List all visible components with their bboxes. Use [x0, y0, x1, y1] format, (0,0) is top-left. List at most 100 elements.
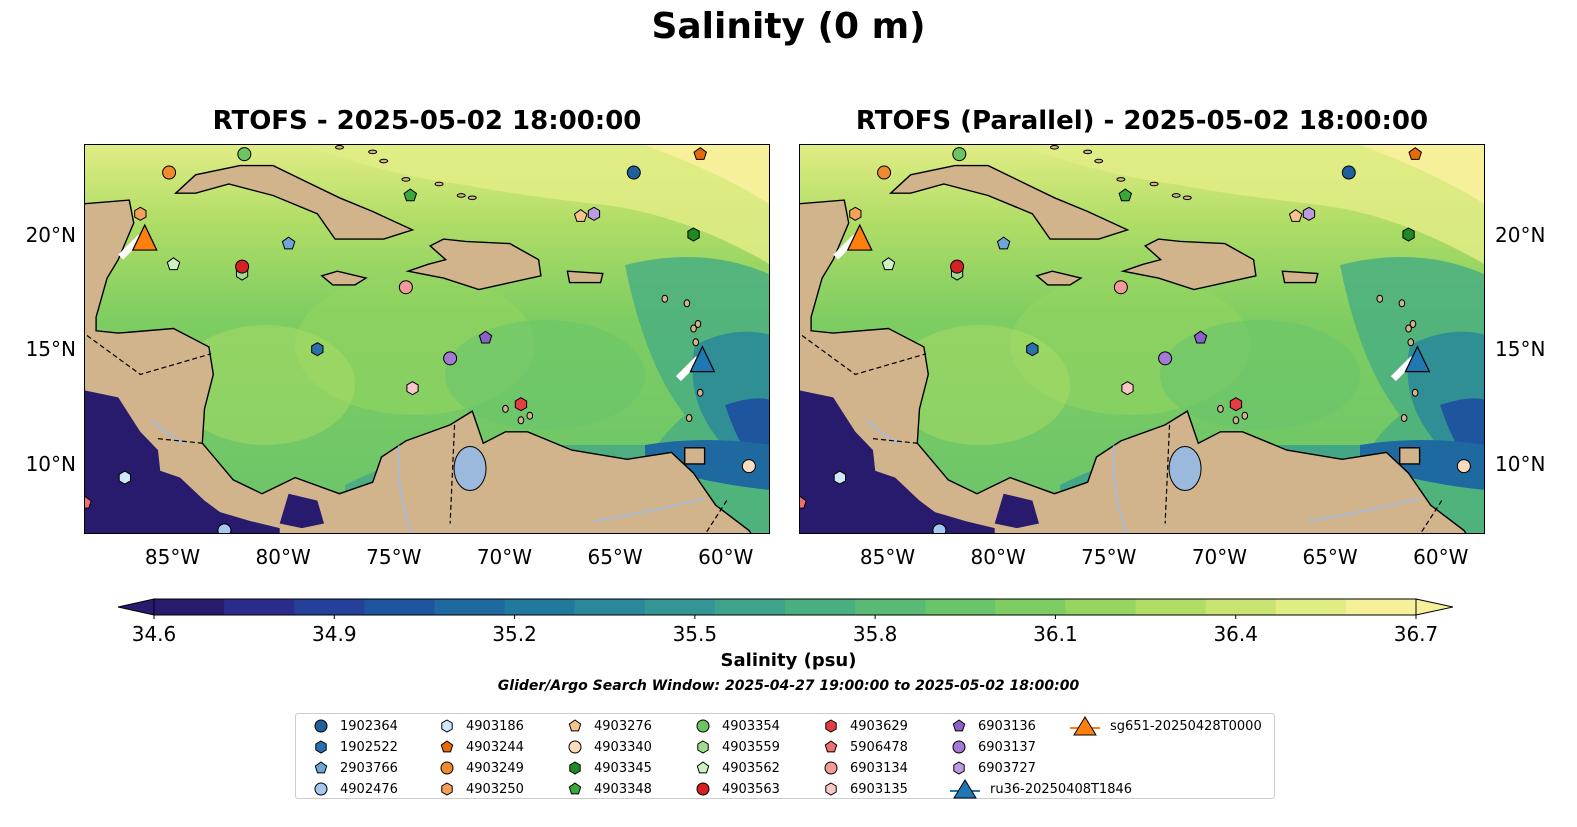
- legend-label: 6903137: [978, 739, 1036, 755]
- legend-label: 4903186: [466, 718, 524, 734]
- legend-entry: 1902364: [310, 716, 398, 736]
- colorbar-segment: [154, 599, 225, 615]
- legend-entry: 4903629: [820, 716, 908, 736]
- legend-entry: 4903345: [564, 758, 652, 778]
- argo-float-marker: [849, 206, 862, 221]
- legend-entry: 4903559: [692, 737, 780, 757]
- legend-label: 1902522: [340, 739, 398, 755]
- argo-float-marker: [514, 397, 528, 412]
- colorbar-segment: [644, 599, 716, 615]
- legend-entry: 4903562: [692, 758, 780, 778]
- salinity-field: [85, 145, 769, 533]
- y-tick-label: 10°N: [1495, 452, 1546, 477]
- argo-float-marker: [1193, 330, 1208, 344]
- legend-label: 4903348: [594, 781, 652, 797]
- legend-marker-icon: [697, 740, 709, 754]
- panel-title-rtofs: RTOFS - 2025-05-02 18:00:00: [212, 106, 642, 136]
- search-window-text: Glider/Argo Search Window: 2025-04-27 19…: [497, 678, 1080, 694]
- legend-entry: 6903137: [948, 737, 1036, 757]
- legend-entry: ru36-20250408T1846: [948, 779, 1132, 799]
- legend-marker-icon: [950, 779, 980, 799]
- colorbar-segment: [434, 599, 506, 615]
- colorbar-extend-high: [1415, 598, 1453, 616]
- glider-marker: [846, 223, 873, 251]
- colorbar-segment: [785, 599, 856, 615]
- colorbar-segment: [574, 599, 646, 615]
- legend-label: 4903345: [594, 760, 652, 776]
- argo-float-marker: [311, 342, 324, 357]
- argo-float-marker: [1302, 206, 1316, 221]
- legend-entry: 4903249: [436, 758, 524, 778]
- legend-label: 6903135: [850, 781, 908, 797]
- argo-float-marker: [162, 165, 177, 180]
- argo-float-marker: [398, 280, 413, 295]
- colorbar-segment: [714, 599, 786, 615]
- legend-entry: 6903727: [948, 758, 1036, 778]
- legend-marker-icon: [440, 761, 454, 775]
- legend-entry: 4903563: [692, 779, 780, 799]
- x-tick-label: 65°W: [587, 545, 643, 569]
- argo-float-marker: [1408, 147, 1422, 160]
- argo-float-marker: [950, 259, 965, 274]
- argo-float-marker: [881, 257, 896, 271]
- legend-label: 4903629: [850, 718, 908, 734]
- legend-marker-icon: [696, 719, 710, 733]
- x-tick-label: 85°W: [859, 545, 916, 569]
- legend-marker-icon: [441, 782, 453, 796]
- legend-marker-icon: [569, 761, 581, 775]
- colorbar-tick-label: 35.5: [672, 622, 718, 646]
- legend: 1902364 1902522 2903766 4902476 4903186 49032…: [295, 713, 1275, 799]
- legend-marker-icon: [696, 761, 710, 774]
- argo-float-marker: [573, 208, 588, 222]
- legend-marker-icon: [440, 740, 454, 753]
- legend-label: 4903354: [722, 718, 780, 734]
- legend-entry: 6903136: [948, 716, 1036, 736]
- panel-title-rtofs-parallel: RTOFS (Parallel) - 2025-05-02 18:00:00: [855, 106, 1429, 136]
- legend-marker-icon: [568, 740, 582, 754]
- legend-marker-icon: [952, 740, 966, 754]
- colorbar-segment: [995, 599, 1066, 615]
- argo-float-marker: [1288, 208, 1303, 222]
- argo-float-marker: [237, 147, 252, 162]
- glider-marker: [131, 223, 158, 251]
- legend-label: 4903340: [594, 739, 652, 755]
- argo-float-marker: [741, 459, 756, 474]
- legend-label: 4903276: [594, 718, 652, 734]
- argo-float-marker: [1026, 342, 1039, 357]
- colorbar-segment: [1345, 599, 1417, 615]
- x-tick-label: 60°W: [698, 545, 754, 569]
- legend-marker-icon: [315, 740, 327, 754]
- colorbar-tick-label: 36.4: [1213, 622, 1258, 646]
- y-tick-label: 20°N: [1495, 222, 1546, 247]
- legend-entry: 4903276: [564, 716, 652, 736]
- argo-float-marker: [1158, 351, 1173, 366]
- argo-float-marker: [1121, 381, 1134, 396]
- argo-float-marker: [1341, 165, 1356, 180]
- x-tick-label: 70°W: [476, 545, 533, 569]
- legend-label: 4902476: [340, 781, 398, 797]
- colorbar-segment: [855, 599, 926, 615]
- legend-marker-icon: [825, 719, 837, 733]
- x-tick-label: 75°W: [1081, 545, 1137, 569]
- legend-entry: 4902476: [310, 779, 398, 799]
- legend-marker-icon: [953, 761, 965, 775]
- argo-float-marker: [217, 523, 232, 533]
- colorbar-tick-label: 36.7: [1393, 622, 1439, 646]
- legend-entry: sg651-20250428T0000: [1068, 716, 1262, 736]
- salinity-colorbar: [118, 598, 1453, 619]
- legend-label: 4903559: [722, 739, 780, 755]
- argo-float-marker: [443, 351, 458, 366]
- legend-marker-icon: [568, 782, 582, 795]
- legend-entry: 2903766: [310, 758, 398, 778]
- legend-marker-icon: [441, 719, 453, 733]
- argo-float-marker: [877, 165, 892, 180]
- argo-float-marker: [403, 188, 418, 202]
- colorbar-tick-label: 36.1: [1033, 622, 1078, 646]
- y-tick-label: 15°N: [1495, 337, 1546, 362]
- x-tick-label: 80°W: [255, 545, 311, 569]
- argo-float-marker: [1118, 188, 1133, 202]
- argo-float-marker: [800, 495, 807, 509]
- legend-marker-icon: [825, 782, 837, 796]
- legend-label: 4903249: [466, 760, 524, 776]
- y-tick-label: 10°N: [25, 452, 76, 477]
